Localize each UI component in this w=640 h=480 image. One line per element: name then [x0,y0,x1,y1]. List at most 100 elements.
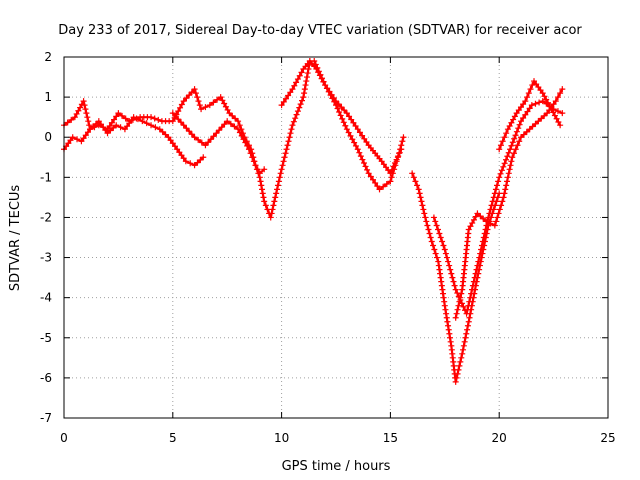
data-point [376,186,383,193]
data-point [506,166,513,173]
data-point [510,116,517,123]
x-tick-label: 25 [600,431,615,445]
data-point [276,174,283,181]
data-point [467,294,474,301]
data-point [294,108,301,115]
data-point [329,95,336,102]
data-point [162,131,169,138]
data-point [452,286,459,293]
data-point [537,87,544,94]
data-point [359,132,366,139]
data-point [423,218,430,225]
plot-frame [63,56,609,419]
data-point [449,274,456,281]
data-point [301,86,308,93]
data-point [322,82,329,89]
data-point [420,206,427,213]
data-point [277,170,284,177]
data-point [468,290,475,297]
data-point [469,286,475,293]
data-point [90,123,97,130]
data-point [508,142,515,149]
data-point [194,159,201,166]
data-point [327,92,334,99]
data-point [476,254,483,261]
data-point [510,150,517,157]
data-point [454,370,461,377]
data-point [134,116,141,123]
data-point [299,97,305,104]
data-point [240,136,247,143]
data-point [172,113,179,120]
data-point [107,127,114,134]
data-point [346,113,353,120]
data-point [169,140,176,147]
data-point [354,146,361,153]
data-point [124,123,131,130]
data-point [471,274,478,281]
data-point [188,89,195,96]
data-point [183,125,190,132]
data-point [286,134,293,141]
data-point [506,122,513,129]
data-point [524,94,531,101]
data-point [177,104,184,111]
data-point [367,173,374,180]
data-point [503,156,509,163]
data-point [517,104,524,111]
data-point [487,206,494,213]
data-point [483,218,490,225]
data-point [389,170,396,177]
data-point [77,104,84,111]
data-point [505,149,512,156]
data-point [426,230,433,237]
data-point [472,270,479,277]
data-point [113,122,120,129]
data-point [419,202,426,209]
data-point [253,166,260,173]
data-point [343,110,350,117]
series-line [62,88,266,175]
data-point [256,174,263,181]
data-point [221,100,228,107]
data-point [303,74,310,81]
data-point [236,129,243,136]
data-point [196,102,203,109]
data-point [507,146,514,153]
data-point [284,142,291,149]
data-point [421,210,428,217]
data-point [182,158,189,165]
data-point [452,378,459,385]
data-point [191,86,198,93]
data-point [274,186,281,193]
data-point [532,120,539,127]
data-point [478,242,485,249]
data-point [541,93,548,100]
x-tick-label: 20 [492,431,507,445]
data-point [447,334,454,341]
data-point [464,306,471,313]
data-point [292,115,299,122]
data-point [369,176,376,183]
data-point [496,174,503,181]
data-point [469,220,476,227]
data-point [460,342,467,349]
data-point [445,258,452,265]
data-point [458,290,465,297]
data-point [249,154,256,161]
data-point [167,137,174,144]
data-point [504,126,511,133]
data-point [548,106,555,113]
data-point [71,114,78,121]
data-point [477,250,484,257]
data-point [522,98,529,105]
data-point [260,194,267,201]
data-point [464,326,471,333]
data-point [198,106,205,113]
data-point [262,202,269,209]
data-point [360,160,367,167]
data-point [336,109,343,116]
data-point [492,186,499,193]
data-point [501,134,508,141]
data-point [431,246,438,253]
